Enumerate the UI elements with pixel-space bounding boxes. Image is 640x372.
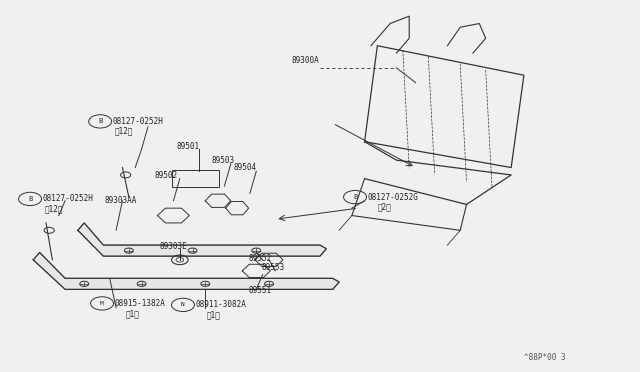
Text: 89303AA: 89303AA bbox=[104, 196, 137, 205]
Text: 08127-0252G: 08127-0252G bbox=[368, 193, 419, 202]
Text: （2）: （2） bbox=[378, 202, 391, 212]
Text: 08127-0252H: 08127-0252H bbox=[43, 195, 93, 203]
Text: 08915-1382A: 08915-1382A bbox=[115, 299, 166, 308]
Text: 89502: 89502 bbox=[154, 171, 177, 180]
Text: 08911-3082A: 08911-3082A bbox=[196, 300, 246, 310]
Text: （12）: （12） bbox=[45, 204, 63, 214]
Text: B: B bbox=[353, 194, 357, 200]
Text: 89303E: 89303E bbox=[159, 242, 187, 251]
Text: 89553: 89553 bbox=[261, 263, 285, 272]
Text: B: B bbox=[28, 196, 32, 202]
Polygon shape bbox=[78, 223, 326, 256]
FancyBboxPatch shape bbox=[172, 170, 220, 187]
Text: B: B bbox=[98, 118, 102, 124]
Text: 89504: 89504 bbox=[234, 163, 257, 172]
Polygon shape bbox=[33, 253, 339, 289]
Text: 89551: 89551 bbox=[248, 286, 272, 295]
Text: ^88P*00 3: ^88P*00 3 bbox=[524, 353, 566, 362]
Text: 89552: 89552 bbox=[248, 254, 272, 263]
Text: M: M bbox=[100, 301, 104, 306]
Text: 89501: 89501 bbox=[177, 142, 200, 151]
Text: （12）: （12） bbox=[115, 127, 133, 136]
Text: 08127-0252H: 08127-0252H bbox=[113, 117, 164, 126]
Text: （1）: （1） bbox=[125, 309, 140, 318]
Text: （1）: （1） bbox=[207, 310, 220, 319]
Text: N: N bbox=[181, 302, 185, 307]
Text: 89503: 89503 bbox=[212, 156, 235, 166]
Text: 89300A: 89300A bbox=[291, 56, 319, 65]
